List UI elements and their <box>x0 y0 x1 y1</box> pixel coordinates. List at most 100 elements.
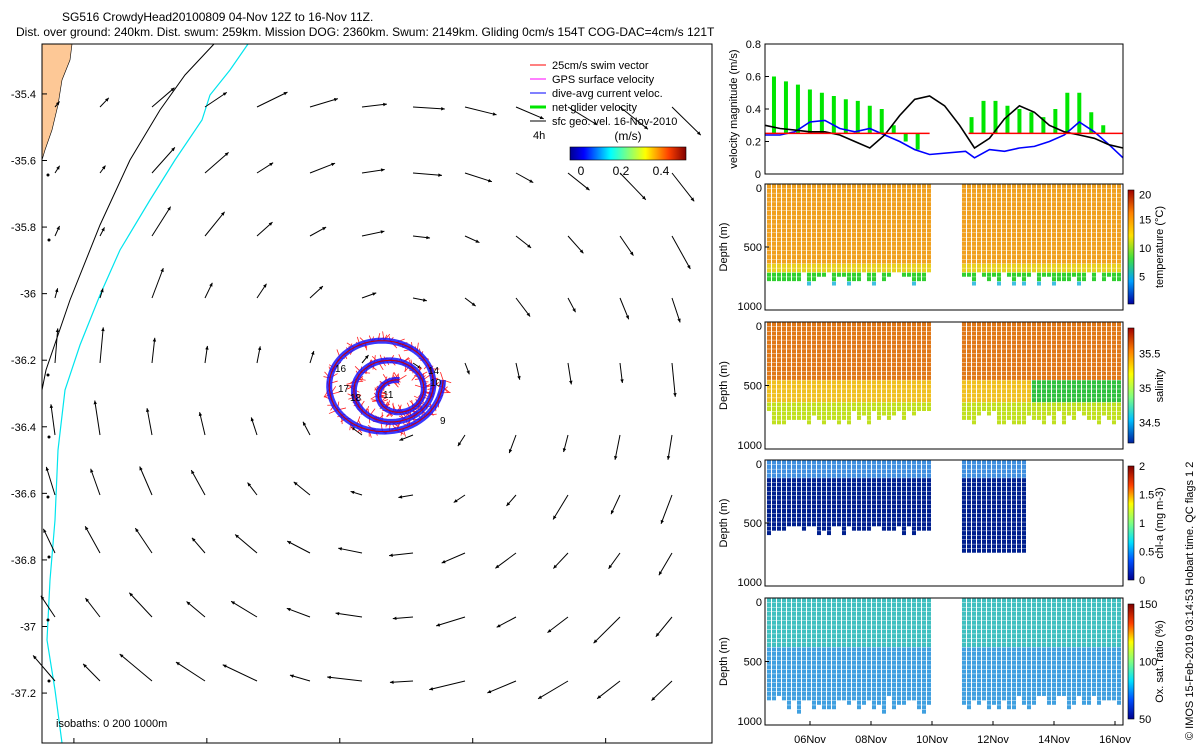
section-marker <box>767 193 771 198</box>
section-marker <box>767 491 771 496</box>
section-marker <box>882 473 886 478</box>
section-marker <box>827 665 831 670</box>
section-marker <box>927 380 931 385</box>
section-marker <box>922 268 926 273</box>
section-marker <box>862 656 866 661</box>
section-marker <box>997 340 1001 345</box>
section-marker <box>817 326 821 331</box>
section-marker <box>967 500 971 505</box>
section-marker <box>1077 268 1081 273</box>
section-marker <box>877 371 881 376</box>
section-marker <box>857 358 861 363</box>
section-marker <box>1037 246 1041 251</box>
section-marker <box>1037 268 1041 273</box>
section-marker <box>842 411 846 416</box>
section-marker <box>837 384 841 389</box>
geo-velocity-arrowhead <box>441 560 446 564</box>
section-marker <box>787 366 791 371</box>
section-marker <box>852 215 856 220</box>
section-marker <box>1052 224 1056 229</box>
section-marker <box>1052 246 1056 251</box>
section-marker <box>1097 188 1101 193</box>
section-marker <box>872 362 876 367</box>
section-marker <box>1047 215 1051 220</box>
section-marker <box>962 415 966 420</box>
section-marker <box>902 389 906 394</box>
section-marker <box>882 469 886 474</box>
section-marker <box>997 281 1001 286</box>
section-marker <box>842 353 846 358</box>
section-marker <box>862 674 866 679</box>
section-marker <box>877 259 881 264</box>
section-marker <box>862 371 866 376</box>
geo-velocity-arrow <box>671 172 695 202</box>
section-marker <box>772 687 776 692</box>
section-marker <box>962 393 966 398</box>
section-marker <box>782 219 786 224</box>
section-marker <box>867 349 871 354</box>
section-marker <box>927 482 931 487</box>
section-marker <box>817 620 821 625</box>
section-marker <box>1002 513 1006 518</box>
section-marker <box>1092 349 1096 354</box>
geo-velocity-arrowhead <box>562 448 567 453</box>
section-marker <box>857 326 861 331</box>
section-marker <box>887 389 891 394</box>
section-marker <box>852 326 856 331</box>
section-marker <box>1012 389 1016 394</box>
section-marker <box>1012 504 1016 509</box>
section-marker <box>1047 384 1051 389</box>
section-marker <box>992 349 996 354</box>
section-marker <box>997 548 1001 553</box>
section-marker <box>992 384 996 389</box>
section-marker <box>907 184 911 189</box>
section-marker <box>962 206 966 211</box>
section-marker <box>867 464 871 469</box>
section-marker <box>1002 420 1006 425</box>
section-marker <box>777 380 781 385</box>
section-marker <box>1012 277 1016 282</box>
section-marker <box>962 464 966 469</box>
section-marker <box>822 469 826 474</box>
section-marker <box>1097 402 1101 407</box>
section-marker <box>887 398 891 403</box>
section-marker <box>807 415 811 420</box>
section-marker <box>832 206 836 211</box>
section-marker <box>872 705 876 710</box>
section-marker <box>782 411 786 416</box>
section-marker <box>1037 384 1041 389</box>
section-marker <box>1107 415 1111 420</box>
section-marker <box>832 340 836 345</box>
section-marker <box>867 398 871 403</box>
section-marker <box>1107 255 1111 260</box>
section-marker <box>1112 335 1116 340</box>
section-marker <box>777 634 781 639</box>
section-marker <box>1002 548 1006 553</box>
section-marker <box>812 660 816 665</box>
section-marker <box>1062 250 1066 255</box>
section-marker <box>882 349 886 354</box>
section-marker <box>877 411 881 416</box>
section-marker <box>872 682 876 687</box>
section-marker <box>1102 259 1106 264</box>
section-marker <box>1007 197 1011 202</box>
day-label: 9 <box>440 416 446 427</box>
section-marker <box>822 705 826 710</box>
section-marker <box>797 246 801 251</box>
section-marker <box>982 500 986 505</box>
section-marker <box>1032 188 1036 193</box>
section-marker <box>992 513 996 518</box>
section-marker <box>867 682 871 687</box>
section-marker <box>857 651 861 656</box>
section-marker <box>872 202 876 207</box>
section-marker <box>877 210 881 215</box>
section-marker <box>1022 202 1026 207</box>
section-marker <box>997 398 1001 403</box>
section-marker <box>1032 326 1036 331</box>
section-marker <box>872 241 876 246</box>
section-marker <box>1092 375 1096 380</box>
section-marker <box>837 616 841 621</box>
section-marker <box>1022 358 1026 363</box>
section-marker <box>857 660 861 665</box>
section-marker <box>792 349 796 354</box>
